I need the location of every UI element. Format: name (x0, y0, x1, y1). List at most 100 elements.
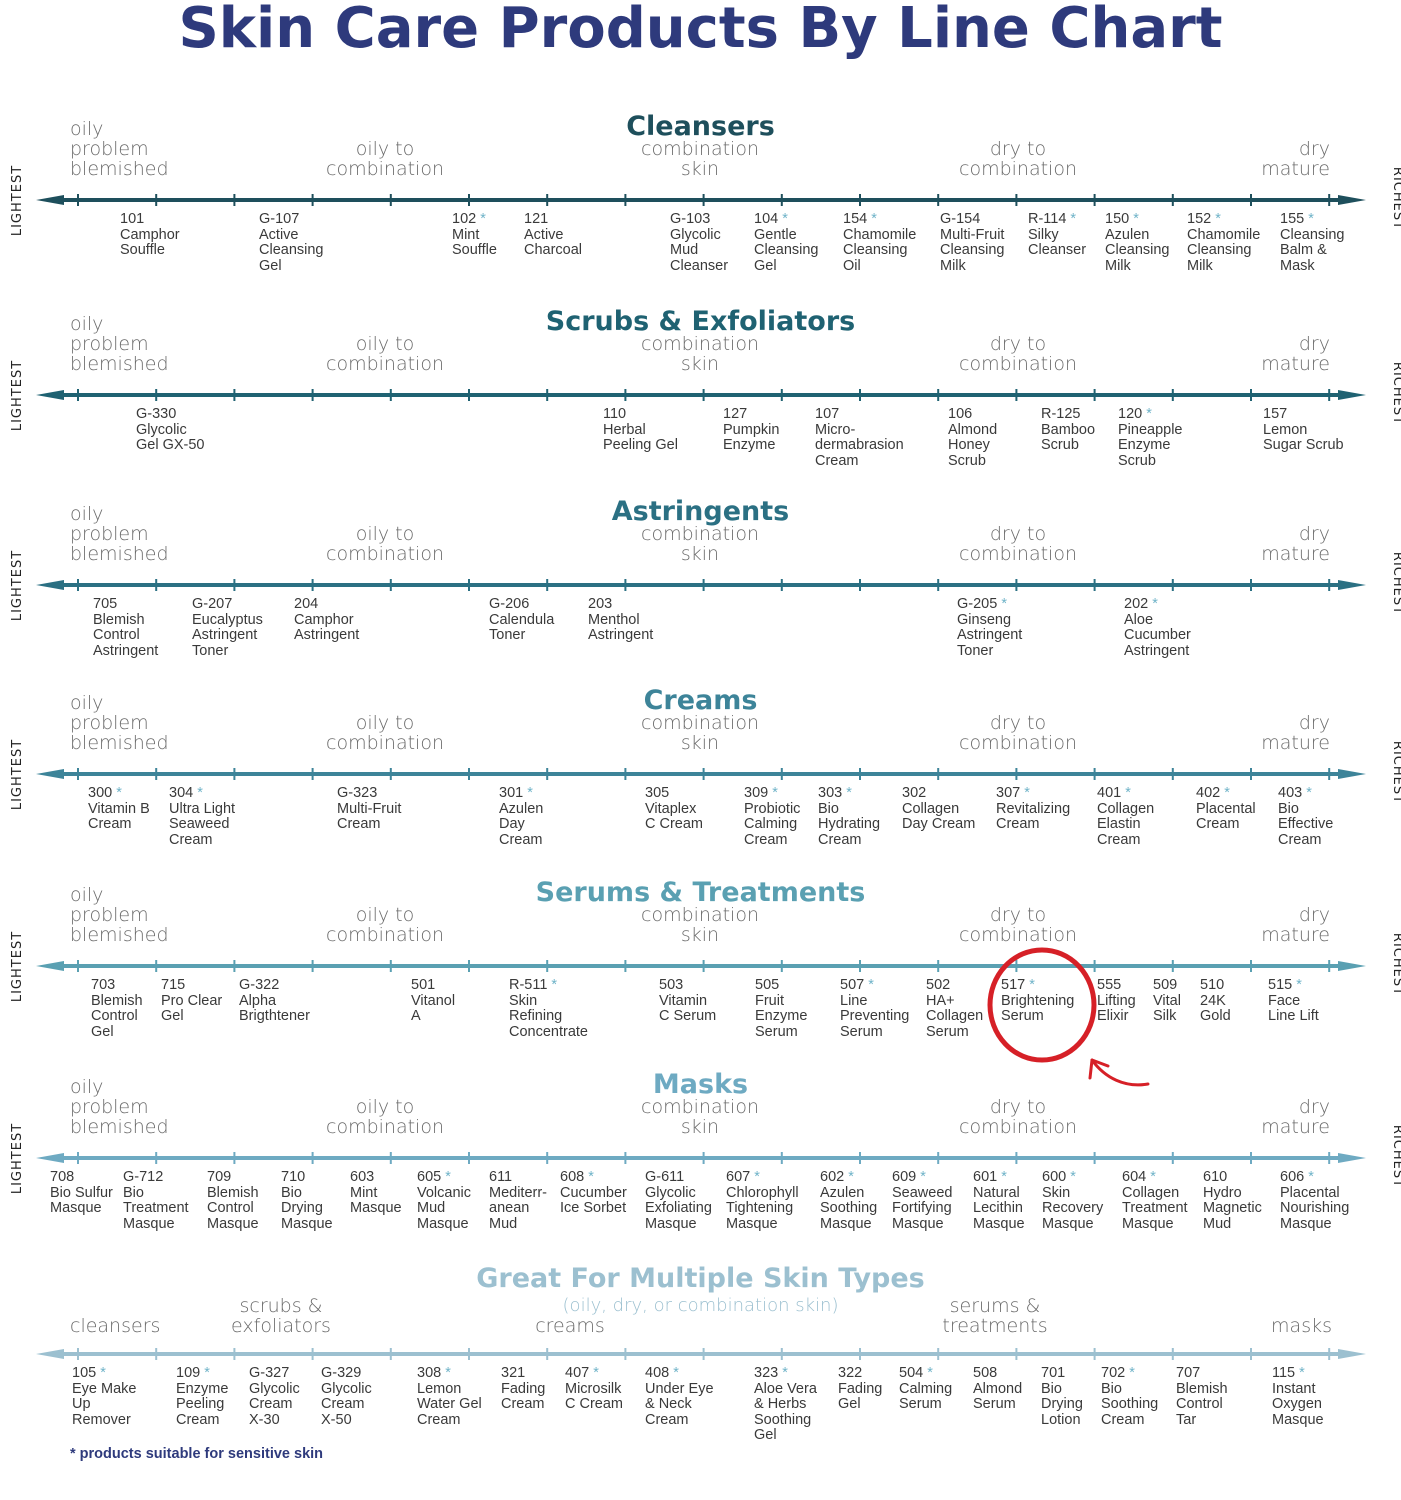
sensitive-skin-star-icon: * (197, 785, 203, 801)
highlight-circle-icon (987, 947, 1097, 1063)
product-item: G-329 Glycolic Cream X-50 (321, 1365, 372, 1428)
sensitive-skin-star-icon: * (1001, 596, 1007, 612)
product-item: 109 * Enzyme Peeling Cream (176, 1365, 228, 1428)
product-item: 106 Almond Honey Scrub (948, 406, 997, 469)
product-item: 403 * Bio Effective Cream (1278, 785, 1333, 848)
product-item: 607 * Chlorophyll Tightening Masque (726, 1169, 799, 1232)
product-name: Seaweed Fortifying Masque (892, 1184, 953, 1232)
product-code: 517 (1001, 977, 1026, 993)
product-name: Lifting Elixir (1097, 992, 1136, 1024)
label-dry-to-combination: dry to combination (959, 138, 1077, 180)
product-name: Active Cleansing Gel (259, 226, 324, 274)
sensitive-skin-star-icon: * (204, 1365, 210, 1381)
product-item: G-327 Glycolic Cream X-30 (249, 1365, 300, 1428)
product-name: Glycolic Mud Cleanser (670, 226, 729, 274)
product-item: 157 Lemon Sugar Scrub (1263, 406, 1344, 454)
product-code: 501 (411, 977, 436, 993)
sensitive-skin-star-icon: * (445, 1365, 451, 1381)
sensitive-skin-star-icon: * (1296, 977, 1302, 993)
product-item: 303 * Bio Hydrating Cream (818, 785, 880, 848)
label-cleansers: cleansers (70, 1315, 161, 1337)
product-name: Camphor Souffle (120, 226, 180, 258)
product-code: 515 (1268, 977, 1293, 993)
product-name: Volcanic Mud Masque (417, 1184, 472, 1232)
sensitive-skin-star-icon: * (1001, 1169, 1007, 1185)
product-name: Vitamin C Serum (659, 992, 717, 1024)
product-name: Menthol Astringent (588, 611, 654, 643)
label-dry-mature: dry mature (1261, 1096, 1330, 1138)
product-name: Fading Gel (838, 1380, 883, 1412)
sensitive-skin-star-icon: * (1125, 785, 1131, 801)
product-name: Vital Silk (1153, 992, 1181, 1024)
product-code: 403 (1278, 785, 1303, 801)
product-code: 104 (754, 211, 779, 227)
product-name: Mint Souffle (452, 226, 497, 258)
sensitive-skin-star-icon: * (551, 977, 558, 993)
product-code: 110 (603, 406, 627, 422)
product-name: Microsilk C Cream (565, 1380, 624, 1412)
product-item: 609 * Seaweed Fortifying Masque (892, 1169, 953, 1232)
product-item: 510 24K Gold (1200, 977, 1231, 1025)
product-name: Ginseng Astringent Toner (957, 611, 1023, 659)
product-name: Natural Lecithin Masque (973, 1184, 1025, 1232)
product-code: 402 (1196, 785, 1221, 801)
product-name: Herbal Peeling Gel (603, 421, 678, 453)
product-item: 307 * Revitalizing Cream (996, 785, 1070, 833)
product-name: Azulen Cleansing Milk (1105, 226, 1170, 274)
product-code: 408 (645, 1365, 670, 1381)
product-code: 107 (815, 406, 840, 422)
product-item: 501 Vitanol A (411, 977, 455, 1025)
sensitive-skin-star-icon: * (593, 1365, 599, 1381)
product-code: 309 (744, 785, 769, 801)
label-oily-to-combination: oily to combination (326, 138, 444, 180)
product-code: 703 (91, 977, 116, 993)
product-item: 705 Blemish Control Astringent (93, 596, 158, 659)
sensitive-skin-star-icon: * (754, 1169, 760, 1185)
product-code: G-327 (249, 1365, 290, 1381)
product-code: 105 (72, 1365, 97, 1381)
product-code: 157 (1263, 406, 1288, 422)
product-code: G-323 (337, 785, 378, 801)
product-code: 321 (501, 1365, 526, 1381)
product-item: G-205 * Ginseng Astringent Toner (957, 596, 1023, 659)
product-name: Azulen Day Cream (499, 800, 544, 848)
product-name: Line Preventing Serum (840, 992, 910, 1040)
product-name: Silky Cleanser (1028, 226, 1087, 258)
product-item: 505 Fruit Enzyme Serum (755, 977, 807, 1040)
product-item: G-322 Alpha Brigthtener (239, 977, 310, 1025)
product-item: 150 * Azulen Cleansing Milk (1105, 211, 1170, 274)
sensitive-skin-star-icon: * (927, 1365, 933, 1381)
product-name: Collagen Day Cream (902, 800, 976, 832)
label-combination-skin: combination skin (641, 904, 759, 946)
sensitive-skin-star-icon: * (868, 977, 874, 993)
section-title: Serums & Treatments (535, 877, 866, 908)
product-code: 121 (524, 211, 549, 227)
product-code: G-205 (957, 596, 998, 612)
product-code: 707 (1176, 1365, 1201, 1381)
product-code: G-322 (239, 977, 280, 993)
product-item: G-611 Glycolic Exfoliating Masque (645, 1169, 712, 1232)
sensitive-skin-star-icon: * (673, 1365, 679, 1381)
product-name: Pineapple Enzyme Scrub (1118, 421, 1183, 469)
product-item: 703 Blemish Control Gel (91, 977, 143, 1040)
product-name: Collagen Elastin Cream (1097, 800, 1155, 848)
product-code: 702 (1101, 1365, 1126, 1381)
product-name: Ultra Light Seaweed Cream (169, 800, 236, 848)
product-name: Placental Cream (1196, 800, 1256, 832)
product-name: Pro Clear Gel (161, 992, 223, 1024)
product-name: Glycolic Exfoliating Masque (645, 1184, 712, 1232)
product-name: HA+ Collagen Serum (926, 992, 984, 1040)
product-item: 203 Menthol Astringent (588, 596, 654, 644)
product-item: 102 * Mint Souffle (452, 211, 497, 259)
axis-line (36, 1348, 1366, 1360)
label-creams: creams (535, 1315, 605, 1337)
product-item: G-207 Eucalyptus Astringent Toner (192, 596, 263, 659)
label-combination-skin: combination skin (641, 138, 759, 180)
product-item: 309 * Probiotic Calming Cream (744, 785, 800, 848)
product-name: Brightening Serum (1001, 992, 1075, 1024)
product-item: G-107 Active Cleansing Gel (259, 211, 324, 274)
product-item: 515 * Face Line Lift (1268, 977, 1319, 1025)
sensitive-skin-star-icon: * (1215, 211, 1221, 227)
sensitive-skin-star-icon: * (588, 1169, 594, 1185)
